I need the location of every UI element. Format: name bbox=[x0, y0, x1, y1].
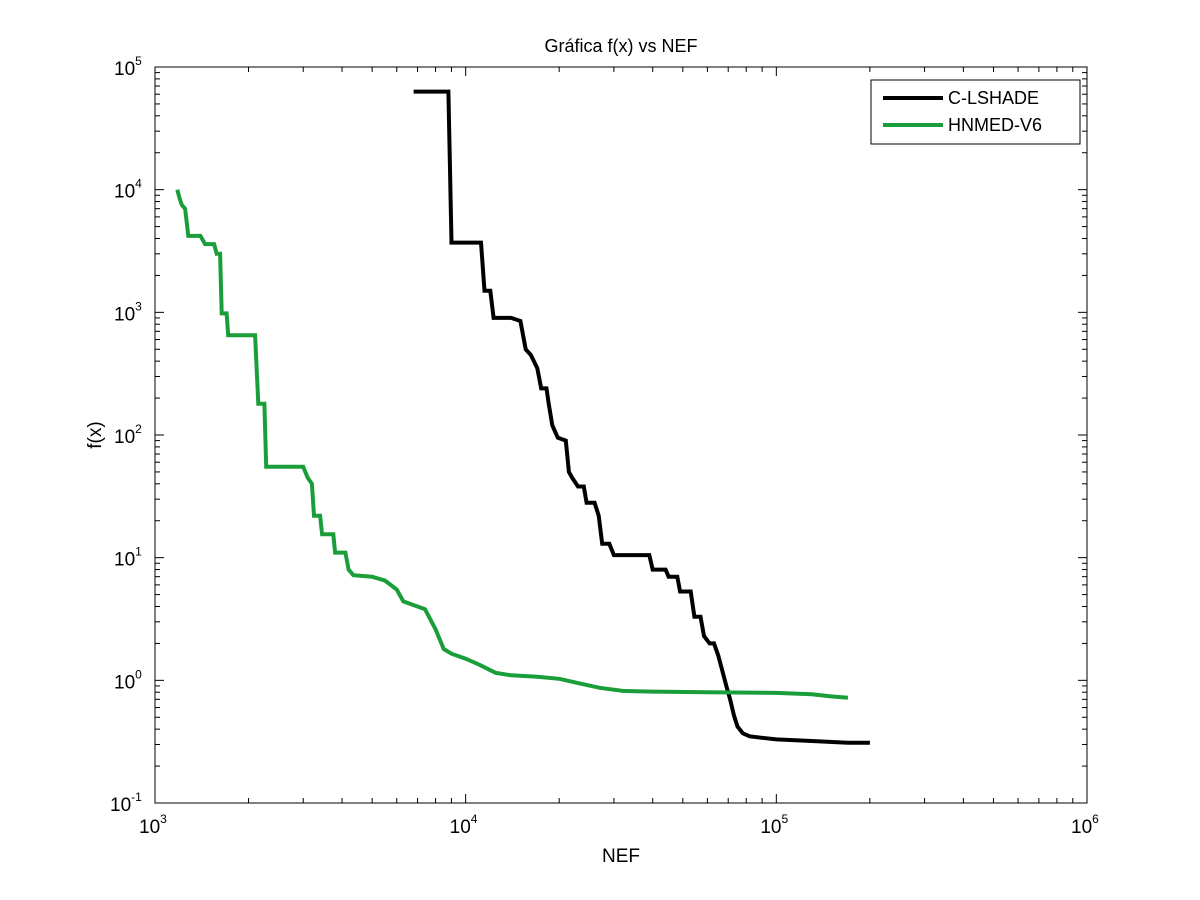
x-tick-label: 105 bbox=[760, 812, 788, 838]
x-tick-labels: 103 104 105 106 bbox=[139, 812, 1099, 838]
series-line-2 bbox=[175, 189, 849, 700]
y-tick-label: 103 bbox=[114, 299, 142, 325]
y-tick-label: 102 bbox=[114, 422, 142, 448]
legend: C-LSHADE HNMED-V6 bbox=[870, 79, 1081, 145]
legend-label-2: HNMED-V6 bbox=[948, 115, 1042, 135]
y-tick-label: 105 bbox=[114, 54, 142, 80]
x-axis-label: NEF bbox=[602, 846, 640, 867]
y-tick-labels: 10-1 100 101 102 103 104 105 bbox=[110, 54, 142, 816]
plot-area bbox=[155, 67, 1087, 803]
legend-label-1: C-LSHADE bbox=[948, 88, 1039, 108]
legend-items: C-LSHADE HNMED-V6 bbox=[883, 88, 1042, 135]
x-tick-label: 104 bbox=[450, 812, 478, 838]
series-layer bbox=[175, 89, 870, 745]
y-axis-label: f(x) bbox=[85, 421, 106, 448]
series-line-1 bbox=[413, 89, 870, 745]
y-tick-label: 100 bbox=[114, 667, 142, 693]
x-tick-label: 106 bbox=[1071, 812, 1099, 838]
x-tick-label: 103 bbox=[139, 812, 167, 838]
y-tick-label: 10-1 bbox=[110, 790, 142, 816]
ticks-layer bbox=[154, 66, 1088, 804]
y-tick-label: 104 bbox=[114, 177, 142, 203]
y-tick-label: 101 bbox=[114, 545, 142, 571]
legend-box bbox=[870, 79, 1081, 145]
chart-title: Gráfica f(x) vs NEF bbox=[544, 36, 697, 56]
